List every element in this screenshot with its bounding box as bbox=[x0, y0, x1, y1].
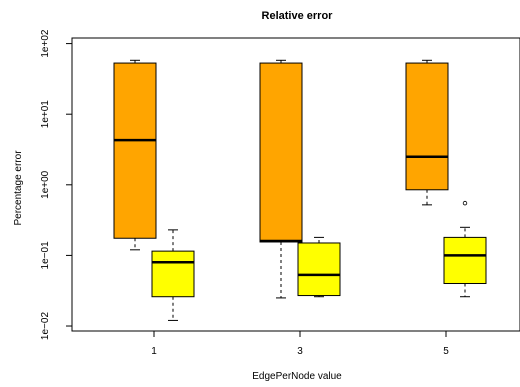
y-axis-label: Percentage error bbox=[13, 150, 24, 226]
y-tick-label: 1e−01 bbox=[40, 241, 51, 270]
iqr-box bbox=[113, 62, 157, 239]
x-tick-label: 5 bbox=[443, 346, 449, 357]
iqr-box bbox=[297, 242, 341, 297]
y-tick-label: 1e+02 bbox=[40, 29, 51, 58]
box-1-orange bbox=[113, 59, 157, 251]
box-groups bbox=[113, 59, 487, 321]
iqr-box bbox=[443, 236, 487, 285]
x-tick-label: 3 bbox=[297, 346, 303, 357]
iqr-box bbox=[405, 62, 449, 191]
box-5-orange bbox=[405, 59, 449, 206]
outlier-point bbox=[462, 200, 468, 206]
box-3-yellow bbox=[297, 236, 341, 298]
box-5-yellow bbox=[443, 200, 487, 298]
x-tick-label: 1 bbox=[151, 346, 157, 357]
y-tick-label: 1e+00 bbox=[40, 170, 51, 199]
y-tick-label: 1e−02 bbox=[40, 312, 51, 341]
iqr-box bbox=[259, 62, 303, 243]
chart-title: Relative error bbox=[262, 10, 334, 22]
x-axis-label: EdgePerNode value bbox=[252, 371, 342, 382]
y-axis: 1e−02 1e−01 1e+00 1e+01 1e+02 bbox=[40, 29, 72, 340]
x-axis: 1 3 5 bbox=[151, 331, 449, 357]
box-3-orange bbox=[259, 59, 303, 299]
box-1-yellow bbox=[151, 229, 195, 321]
y-tick-label: 1e+01 bbox=[40, 100, 51, 129]
iqr-box bbox=[151, 250, 195, 298]
